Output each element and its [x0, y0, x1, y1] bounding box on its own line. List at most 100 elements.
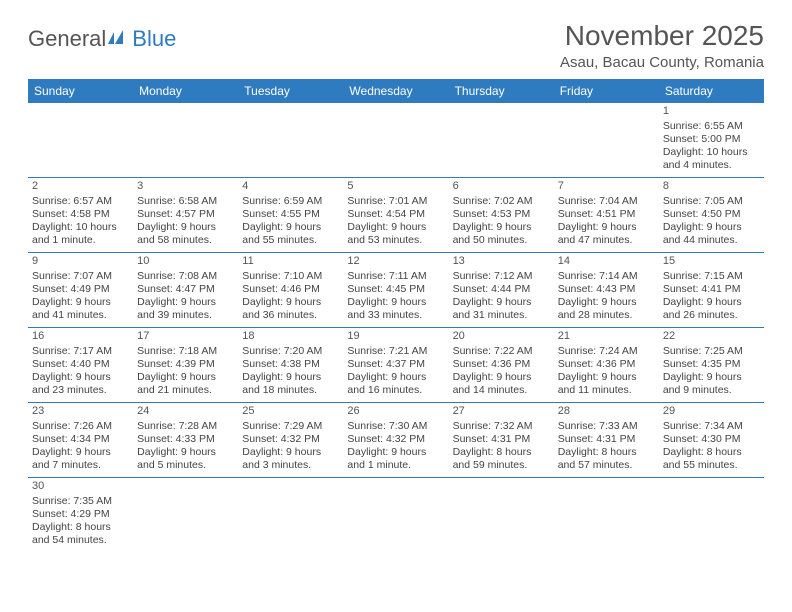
day-info-line: Sunrise: 6:59 AM	[242, 195, 339, 208]
day-number: 17	[137, 330, 234, 344]
day-number: 2	[32, 180, 129, 194]
calendar-cell: 26Sunrise: 7:30 AMSunset: 4:32 PMDayligh…	[343, 403, 448, 478]
day-info-line: and 53 minutes.	[347, 234, 444, 247]
day-number: 21	[558, 330, 655, 344]
calendar-cell: 4Sunrise: 6:59 AMSunset: 4:55 PMDaylight…	[238, 178, 343, 253]
calendar-cell	[554, 103, 659, 178]
weekday-header: Sunday	[28, 79, 133, 103]
month-title: November 2025	[560, 20, 764, 52]
calendar-row: 9Sunrise: 7:07 AMSunset: 4:49 PMDaylight…	[28, 253, 764, 328]
day-info-line: Daylight: 9 hours	[347, 371, 444, 384]
calendar-cell: 11Sunrise: 7:10 AMSunset: 4:46 PMDayligh…	[238, 253, 343, 328]
calendar-cell: 17Sunrise: 7:18 AMSunset: 4:39 PMDayligh…	[133, 328, 238, 403]
day-info-line: Daylight: 9 hours	[663, 296, 760, 309]
day-number: 15	[663, 255, 760, 269]
calendar-table: Sunday Monday Tuesday Wednesday Thursday…	[28, 79, 764, 552]
day-info-line: and 18 minutes.	[242, 384, 339, 397]
day-info-line: and 55 minutes.	[663, 459, 760, 472]
day-info-line: Sunrise: 7:20 AM	[242, 345, 339, 358]
day-info-line: Sunset: 4:41 PM	[663, 283, 760, 296]
calendar-cell	[554, 478, 659, 553]
calendar-cell	[343, 103, 448, 178]
calendar-cell: 10Sunrise: 7:08 AMSunset: 4:47 PMDayligh…	[133, 253, 238, 328]
day-info-line: Daylight: 9 hours	[558, 371, 655, 384]
day-info-line: Sunset: 4:35 PM	[663, 358, 760, 371]
day-info-line: Sunset: 4:37 PM	[347, 358, 444, 371]
day-info-line: Daylight: 9 hours	[137, 296, 234, 309]
header: General Blue November 2025 Asau, Bacau C…	[28, 20, 764, 71]
day-info-line: and 41 minutes.	[32, 309, 129, 322]
weekday-header: Monday	[133, 79, 238, 103]
day-info-line: and 21 minutes.	[137, 384, 234, 397]
calendar-cell	[28, 103, 133, 178]
calendar-cell: 25Sunrise: 7:29 AMSunset: 4:32 PMDayligh…	[238, 403, 343, 478]
day-info-line: Daylight: 9 hours	[453, 296, 550, 309]
day-info-line: Sunrise: 7:05 AM	[663, 195, 760, 208]
day-number: 8	[663, 180, 760, 194]
calendar-cell: 3Sunrise: 6:58 AMSunset: 4:57 PMDaylight…	[133, 178, 238, 253]
calendar-cell: 9Sunrise: 7:07 AMSunset: 4:49 PMDaylight…	[28, 253, 133, 328]
day-info-line: Sunset: 4:38 PM	[242, 358, 339, 371]
day-info-line: Sunset: 4:45 PM	[347, 283, 444, 296]
day-info-line: and 57 minutes.	[558, 459, 655, 472]
day-info-line: and 31 minutes.	[453, 309, 550, 322]
day-info-line: Daylight: 8 hours	[453, 446, 550, 459]
day-number: 30	[32, 480, 129, 494]
weekday-header: Saturday	[659, 79, 764, 103]
day-info-line: Daylight: 9 hours	[242, 296, 339, 309]
day-info-line: Daylight: 9 hours	[137, 446, 234, 459]
day-info-line: Sunset: 4:53 PM	[453, 208, 550, 221]
calendar-cell	[133, 478, 238, 553]
logo-text-1: General	[28, 26, 106, 52]
day-info-line: Sunrise: 7:01 AM	[347, 195, 444, 208]
day-number: 28	[558, 405, 655, 419]
weekday-header: Wednesday	[343, 79, 448, 103]
day-info-line: Sunrise: 7:33 AM	[558, 420, 655, 433]
calendar-cell: 5Sunrise: 7:01 AMSunset: 4:54 PMDaylight…	[343, 178, 448, 253]
day-info-line: Daylight: 9 hours	[137, 221, 234, 234]
weekday-header: Friday	[554, 79, 659, 103]
day-info-line: Sunrise: 7:29 AM	[242, 420, 339, 433]
calendar-cell: 2Sunrise: 6:57 AMSunset: 4:58 PMDaylight…	[28, 178, 133, 253]
day-info-line: and 16 minutes.	[347, 384, 444, 397]
day-info-line: Daylight: 9 hours	[558, 221, 655, 234]
day-info-line: Daylight: 10 hours	[32, 221, 129, 234]
day-info-line: Sunrise: 6:58 AM	[137, 195, 234, 208]
calendar-cell: 22Sunrise: 7:25 AMSunset: 4:35 PMDayligh…	[659, 328, 764, 403]
day-number: 29	[663, 405, 760, 419]
day-info-line: Daylight: 9 hours	[663, 221, 760, 234]
calendar-cell: 12Sunrise: 7:11 AMSunset: 4:45 PMDayligh…	[343, 253, 448, 328]
calendar-cell	[343, 478, 448, 553]
day-info-line: Daylight: 9 hours	[453, 371, 550, 384]
calendar-cell: 19Sunrise: 7:21 AMSunset: 4:37 PMDayligh…	[343, 328, 448, 403]
day-info-line: Sunset: 4:47 PM	[137, 283, 234, 296]
day-number: 6	[453, 180, 550, 194]
calendar-row: 16Sunrise: 7:17 AMSunset: 4:40 PMDayligh…	[28, 328, 764, 403]
day-info-line: Sunset: 4:43 PM	[558, 283, 655, 296]
weekday-header: Thursday	[449, 79, 554, 103]
day-info-line: Sunrise: 7:12 AM	[453, 270, 550, 283]
day-info-line: and 4 minutes.	[663, 159, 760, 172]
day-number: 5	[347, 180, 444, 194]
day-number: 27	[453, 405, 550, 419]
day-info-line: and 50 minutes.	[453, 234, 550, 247]
day-info-line: Sunset: 4:39 PM	[137, 358, 234, 371]
calendar-cell: 14Sunrise: 7:14 AMSunset: 4:43 PMDayligh…	[554, 253, 659, 328]
day-info-line: Sunset: 4:55 PM	[242, 208, 339, 221]
weekday-header: Tuesday	[238, 79, 343, 103]
calendar-row: 1Sunrise: 6:55 AMSunset: 5:00 PMDaylight…	[28, 103, 764, 178]
day-info-line: Daylight: 9 hours	[347, 221, 444, 234]
day-info-line: Sunset: 4:36 PM	[453, 358, 550, 371]
day-info-line: Daylight: 9 hours	[453, 221, 550, 234]
calendar-cell: 16Sunrise: 7:17 AMSunset: 4:40 PMDayligh…	[28, 328, 133, 403]
calendar-cell: 23Sunrise: 7:26 AMSunset: 4:34 PMDayligh…	[28, 403, 133, 478]
day-info-line: Sunrise: 7:15 AM	[663, 270, 760, 283]
calendar-cell: 29Sunrise: 7:34 AMSunset: 4:30 PMDayligh…	[659, 403, 764, 478]
day-info-line: and 9 minutes.	[663, 384, 760, 397]
day-number: 19	[347, 330, 444, 344]
logo-flag-icon	[108, 26, 130, 52]
day-info-line: Sunset: 4:31 PM	[558, 433, 655, 446]
day-info-line: Sunrise: 7:14 AM	[558, 270, 655, 283]
day-number: 9	[32, 255, 129, 269]
calendar-cell	[449, 103, 554, 178]
